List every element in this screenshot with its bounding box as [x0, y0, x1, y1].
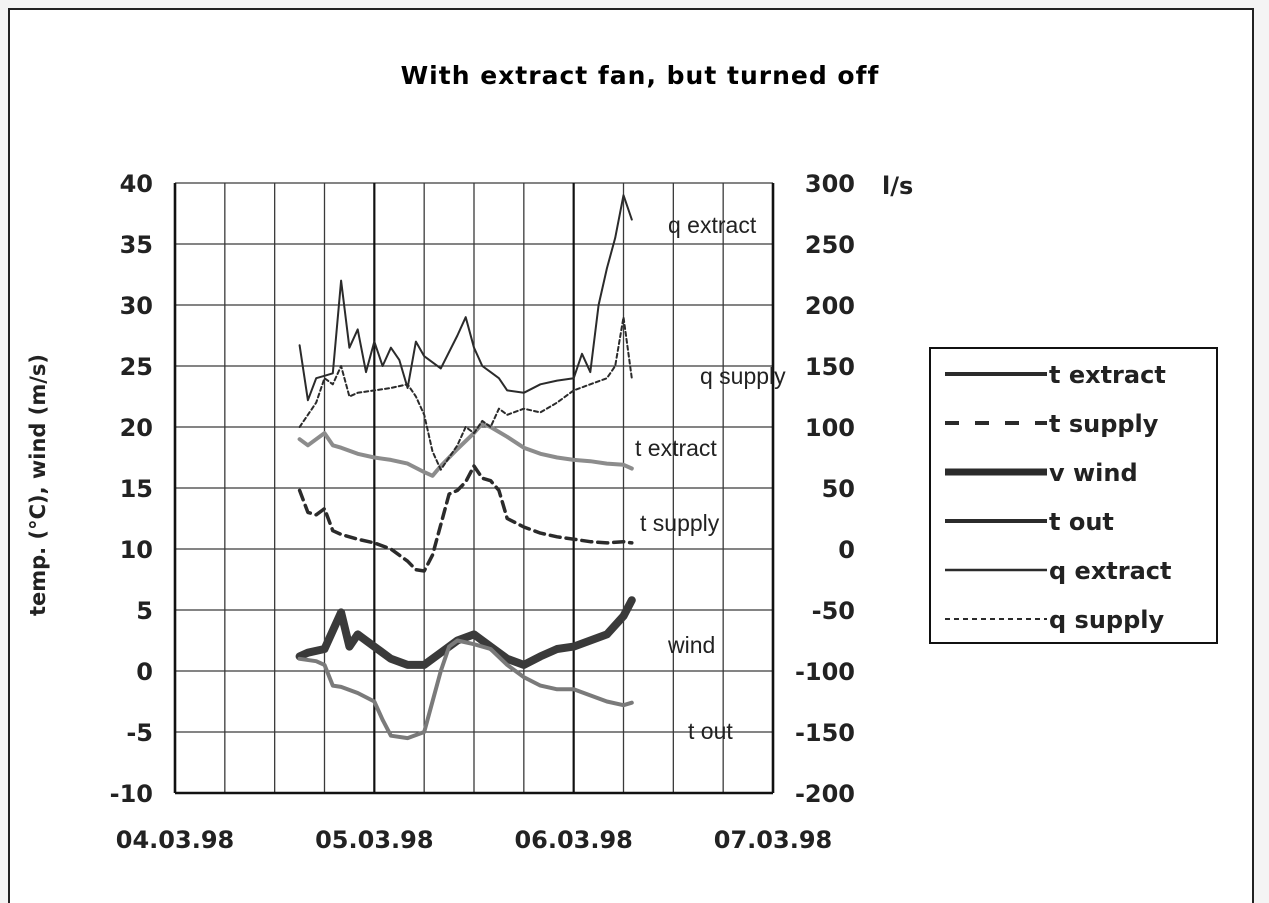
y-axis-label: temp. (°C), wind (m/s)	[26, 354, 50, 616]
chart-title: With extract fan, but turned off	[401, 61, 880, 90]
series-annotation: t extract	[635, 435, 717, 461]
series-line-q-supply	[298, 316, 633, 471]
y-tick-label: 10	[120, 536, 153, 564]
series-annotation: wind	[667, 632, 715, 658]
y2-axis-unit: l/s	[882, 172, 913, 200]
series-annotation: q extract	[668, 212, 757, 238]
legend-label: q extract	[1049, 557, 1172, 585]
series-annotation: q supply	[700, 363, 786, 389]
y-tick-label: 35	[120, 231, 153, 259]
series-annotation: t out	[688, 718, 733, 744]
series-layer	[295, 194, 636, 741]
legend-label: t extract	[1049, 361, 1166, 389]
y-tick-label: -5	[126, 719, 153, 747]
y-tick-label: 40	[120, 170, 153, 198]
legend-box	[929, 347, 1218, 644]
x-tick-label: 04.03.98	[116, 826, 234, 854]
y-tick-label: 30	[120, 292, 153, 320]
legend-label: q supply	[1049, 606, 1164, 634]
y2-tick-label: 300	[805, 170, 855, 198]
series-line-t-extract	[297, 421, 634, 478]
y-tick-label: 5	[136, 597, 153, 625]
legend: t extract t supply v wind t out q extract q s…	[929, 347, 1218, 644]
series-line-q-extract	[298, 194, 633, 402]
y2-tick-label: 250	[805, 231, 855, 259]
series-line-t-out	[297, 638, 634, 741]
y2-tick-label: 0	[838, 536, 855, 564]
series-annotations: q extract q supply t extract t supply wind t …	[635, 212, 786, 744]
legend-label: t out	[1049, 508, 1114, 536]
y-tick-label: 15	[120, 475, 153, 503]
y2-tick-label: 100	[805, 414, 855, 442]
y2-tick-label: 50	[822, 475, 855, 503]
x-tick-label: 05.03.98	[315, 826, 433, 854]
x-tick-label: 06.03.98	[514, 826, 632, 854]
y2-tick-label: 150	[805, 353, 855, 381]
series-line-t-supply	[297, 464, 634, 573]
y2-tick-label: -150	[795, 719, 855, 747]
y-tick-label: 0	[136, 658, 153, 686]
legend-label: t supply	[1049, 410, 1159, 438]
y-tick-label: 20	[120, 414, 153, 442]
y-tick-label: 25	[120, 353, 153, 381]
y-tick-label: -10	[110, 780, 153, 808]
series-annotation: t supply	[640, 510, 720, 536]
y2-tick-label: -200	[795, 780, 855, 808]
y2-tick-label: -100	[795, 658, 855, 686]
legend-label: v wind	[1049, 459, 1138, 487]
axes: 4035302520151050-5-10300250200150100500-…	[110, 170, 855, 854]
y2-tick-label: 200	[805, 292, 855, 320]
y2-tick-label: -50	[812, 597, 855, 625]
x-tick-label: 07.03.98	[714, 826, 832, 854]
grid	[173, 182, 775, 794]
